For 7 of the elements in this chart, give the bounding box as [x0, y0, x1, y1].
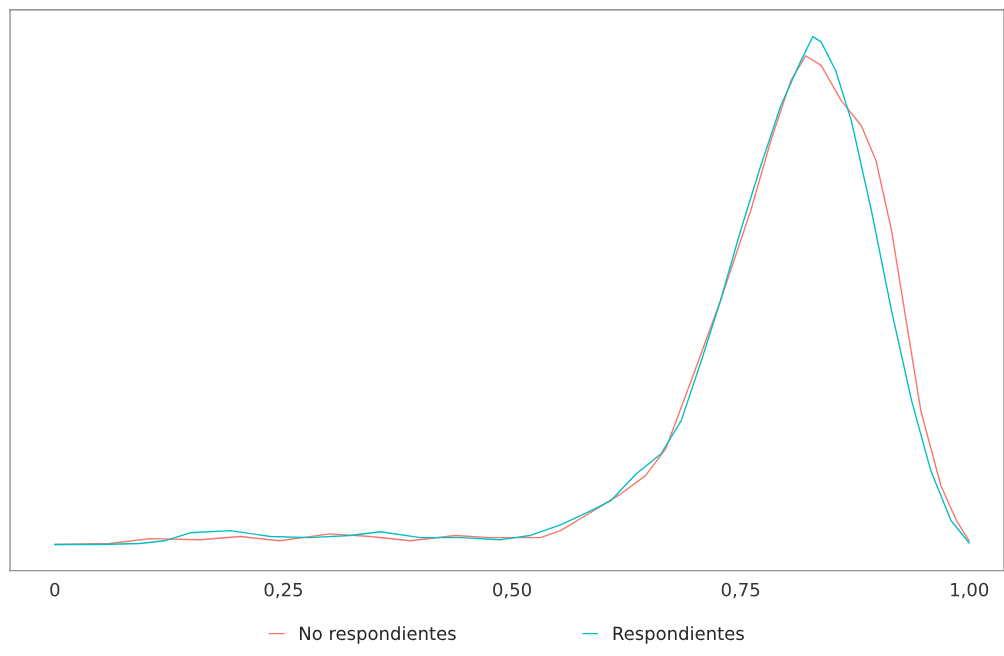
- x-tick-label: 0,50: [493, 582, 531, 599]
- legend-label: No respondientes: [299, 626, 456, 644]
- x-tick-label: 1,00: [951, 582, 989, 599]
- legend-label: Respondientes: [613, 626, 744, 644]
- x-tick-label: 0: [50, 582, 60, 597]
- x-tick-label: 0,75: [721, 582, 760, 599]
- x-tick-label: 0,25: [264, 582, 302, 599]
